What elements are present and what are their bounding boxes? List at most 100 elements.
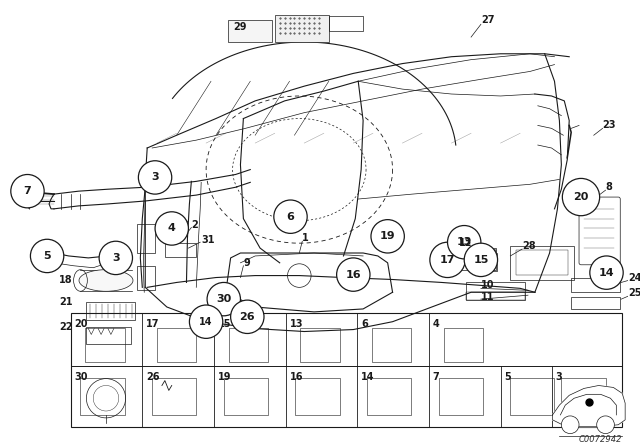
Bar	[469, 253, 497, 271]
Bar	[224, 378, 268, 415]
Text: 14: 14	[199, 317, 213, 327]
Circle shape	[230, 300, 264, 333]
Bar	[516, 250, 568, 275]
Bar	[86, 327, 131, 344]
Text: 7: 7	[24, 186, 31, 196]
Text: 5: 5	[504, 372, 511, 382]
Bar	[228, 327, 268, 362]
Circle shape	[11, 174, 44, 208]
Bar	[458, 248, 495, 270]
Text: 12: 12	[460, 238, 473, 248]
Text: 17: 17	[440, 255, 455, 265]
Text: 14: 14	[361, 372, 374, 382]
Bar	[165, 243, 196, 257]
Text: 21: 21	[59, 297, 72, 307]
Text: 27: 27	[481, 15, 494, 26]
Text: 16: 16	[289, 372, 303, 382]
Text: 15: 15	[473, 255, 488, 265]
Text: 4: 4	[433, 319, 440, 329]
Text: 19: 19	[218, 372, 232, 382]
Text: 28: 28	[522, 241, 536, 251]
Bar	[458, 250, 495, 260]
Bar	[275, 14, 329, 42]
Text: 18: 18	[59, 276, 72, 285]
Bar	[438, 378, 483, 415]
Bar	[296, 378, 340, 415]
Circle shape	[590, 256, 623, 289]
Circle shape	[99, 241, 132, 275]
Circle shape	[561, 416, 579, 434]
Text: 23: 23	[603, 121, 616, 130]
Text: 19: 19	[380, 231, 396, 241]
Bar	[152, 378, 196, 415]
Circle shape	[337, 258, 370, 291]
Circle shape	[274, 200, 307, 233]
Bar	[466, 282, 525, 300]
Circle shape	[447, 225, 481, 259]
Bar	[510, 246, 574, 280]
Text: 30: 30	[75, 372, 88, 382]
Ellipse shape	[79, 270, 133, 291]
Circle shape	[155, 212, 188, 245]
Text: 3: 3	[151, 172, 159, 182]
Text: 8: 8	[605, 182, 612, 192]
Bar	[70, 313, 622, 426]
Text: 26: 26	[146, 372, 160, 382]
Bar	[86, 302, 136, 320]
Text: 6: 6	[287, 212, 294, 222]
Bar	[329, 17, 363, 31]
Bar	[157, 327, 196, 362]
Bar	[466, 292, 525, 300]
Text: 6: 6	[361, 319, 368, 329]
Text: 30: 30	[216, 294, 232, 304]
Text: 26: 26	[239, 312, 255, 322]
Text: 13: 13	[456, 237, 472, 247]
Polygon shape	[552, 385, 625, 426]
Bar	[372, 327, 412, 362]
Text: 3: 3	[556, 372, 562, 382]
Text: C0072942: C0072942	[579, 435, 622, 444]
Bar	[300, 327, 340, 362]
Circle shape	[464, 243, 497, 276]
Text: 15: 15	[218, 319, 232, 329]
Text: 9: 9	[243, 258, 250, 268]
Text: 4: 4	[168, 224, 176, 233]
Bar	[85, 327, 125, 362]
Bar	[367, 378, 412, 415]
Bar	[561, 378, 605, 415]
Text: 10: 10	[481, 280, 494, 290]
Text: 5: 5	[44, 251, 51, 261]
Bar	[571, 297, 620, 309]
Text: 11: 11	[481, 292, 494, 302]
Text: 24: 24	[628, 272, 640, 283]
Bar	[571, 278, 620, 292]
Text: 25: 25	[628, 288, 640, 298]
Circle shape	[138, 161, 172, 194]
Text: 20: 20	[75, 319, 88, 329]
Text: 13: 13	[289, 319, 303, 329]
Bar	[138, 224, 155, 253]
Text: 31: 31	[201, 235, 214, 245]
Circle shape	[31, 239, 64, 273]
Bar	[228, 21, 272, 42]
Text: 17: 17	[146, 319, 160, 329]
Text: 22: 22	[59, 322, 72, 332]
Text: 29: 29	[234, 22, 247, 32]
Circle shape	[563, 178, 600, 215]
Circle shape	[189, 305, 223, 338]
Bar	[444, 327, 483, 362]
Text: 16: 16	[346, 270, 361, 280]
Circle shape	[430, 242, 465, 278]
Text: 3: 3	[112, 253, 120, 263]
Bar	[510, 378, 554, 415]
Circle shape	[596, 416, 614, 434]
Bar	[138, 266, 155, 290]
Circle shape	[371, 220, 404, 253]
Text: 2: 2	[191, 220, 198, 229]
Text: 1: 1	[302, 233, 309, 243]
Text: 20: 20	[573, 192, 589, 202]
Text: 14: 14	[598, 267, 614, 278]
Circle shape	[207, 282, 241, 316]
Text: 7: 7	[433, 372, 440, 382]
Bar	[81, 378, 125, 415]
